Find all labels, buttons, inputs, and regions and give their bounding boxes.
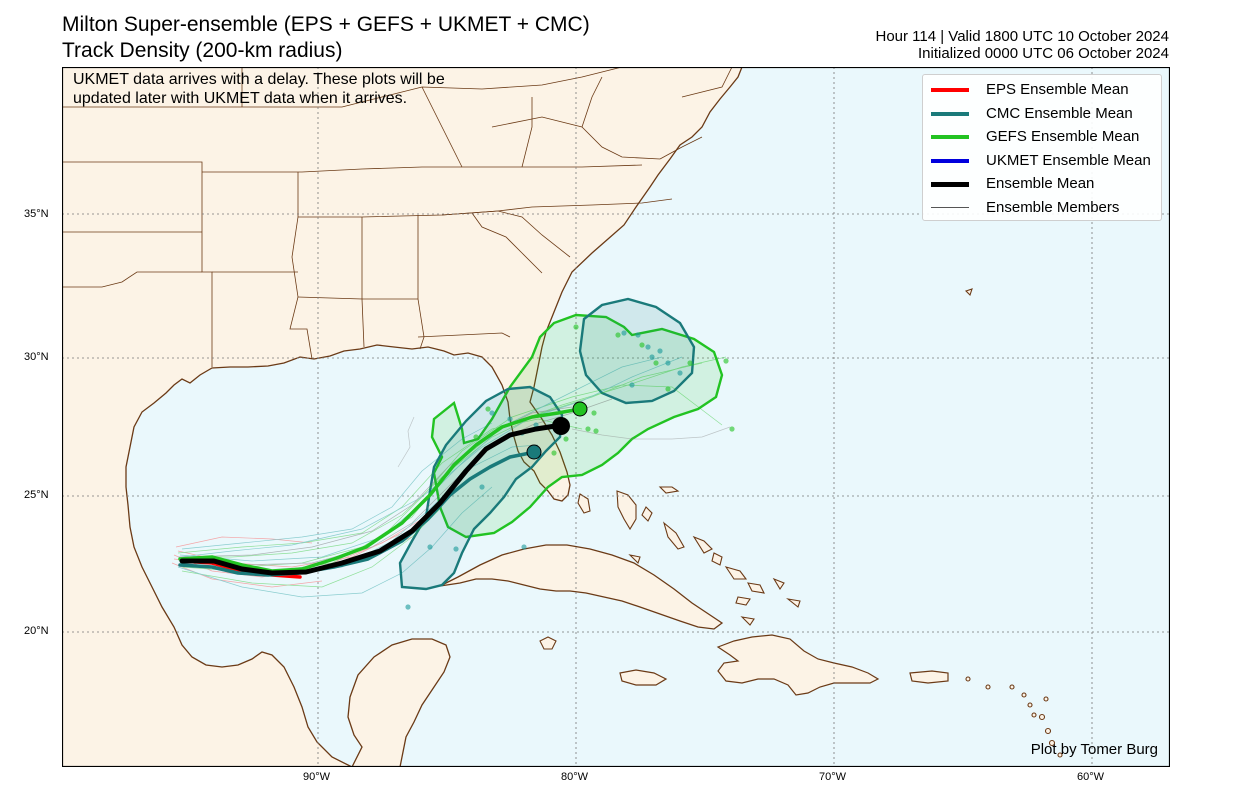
state-borders <box>62 67 733 367</box>
lon-label-70w: 70°W <box>819 771 847 783</box>
title-line-1: Milton Super-ensemble (EPS + GEFS + UKME… <box>62 13 590 36</box>
legend: EPS Ensemble Mean CMC Ensemble Mean GEFS… <box>922 74 1162 221</box>
ensemble-mean-track <box>179 422 565 576</box>
legend-label-ensemble-mean: Ensemble Mean <box>986 175 1095 192</box>
legend-label-eps: EPS Ensemble Mean <box>986 81 1129 98</box>
map-title: Milton Super-ensemble (EPS + GEFS + UKME… <box>62 12 590 64</box>
ensemble-mean-position <box>552 417 570 435</box>
ukmet-delay-note: UKMET data arrives with a delay. These p… <box>73 70 533 108</box>
lon-label-90w: 90°W <box>303 771 331 783</box>
gefs-mean-position <box>572 401 588 417</box>
land-cuba <box>439 544 724 630</box>
land-yucatan <box>347 638 451 767</box>
legend-label-ukmet: UKMET Ensemble Mean <box>986 152 1151 169</box>
lon-label-80w: 80°W <box>561 771 589 783</box>
legend-swatch-members <box>931 207 969 208</box>
land-isle-of-youth <box>539 636 557 650</box>
land-puerto-rico <box>909 670 949 684</box>
mean-tracks <box>178 407 582 579</box>
gefs-mean-track <box>178 407 582 573</box>
note-line-2: updated later with UKMET data when it ar… <box>73 90 408 107</box>
cmc-mean-position <box>526 444 542 460</box>
legend-label-gefs: GEFS Ensemble Mean <box>986 128 1140 145</box>
init-time: Initialized 0000 UTC 06 October 2024 <box>918 45 1169 62</box>
legend-label-cmc: CMC Ensemble Mean <box>986 105 1133 122</box>
legend-swatch-cmc <box>931 112 969 116</box>
credit: Plot by Tomer Burg <box>1030 741 1158 758</box>
land-jamaica <box>619 669 668 686</box>
lat-label-30: 30°N <box>24 351 49 363</box>
title-line-2: Track Density (200-km radius) <box>62 39 343 62</box>
legend-swatch-eps <box>931 88 969 92</box>
lon-label-60w: 60°W <box>1077 771 1105 783</box>
lat-label-25: 25°N <box>24 489 49 501</box>
lat-label-20: 20°N <box>24 625 49 637</box>
legend-swatch-gefs <box>931 135 969 139</box>
valid-time-block: Hour 114 | Valid 1800 UTC 10 October 202… <box>875 28 1169 62</box>
gefs-density-contour <box>430 313 724 539</box>
legend-swatch-ukmet <box>931 159 969 163</box>
legend-swatch-ensemble-mean <box>931 182 969 187</box>
ensemble-member-points <box>405 324 735 610</box>
land-lesser-antilles <box>964 288 1063 758</box>
cmc-density-contour-east <box>578 297 696 405</box>
land-bahamas <box>577 486 801 626</box>
lat-label-35: 35°N <box>24 208 49 220</box>
note-line-1: UKMET data arrives with a delay. These p… <box>73 71 445 88</box>
legend-label-members: Ensemble Members <box>986 199 1120 216</box>
valid-time: Hour 114 | Valid 1800 UTC 10 October 202… <box>875 28 1169 45</box>
